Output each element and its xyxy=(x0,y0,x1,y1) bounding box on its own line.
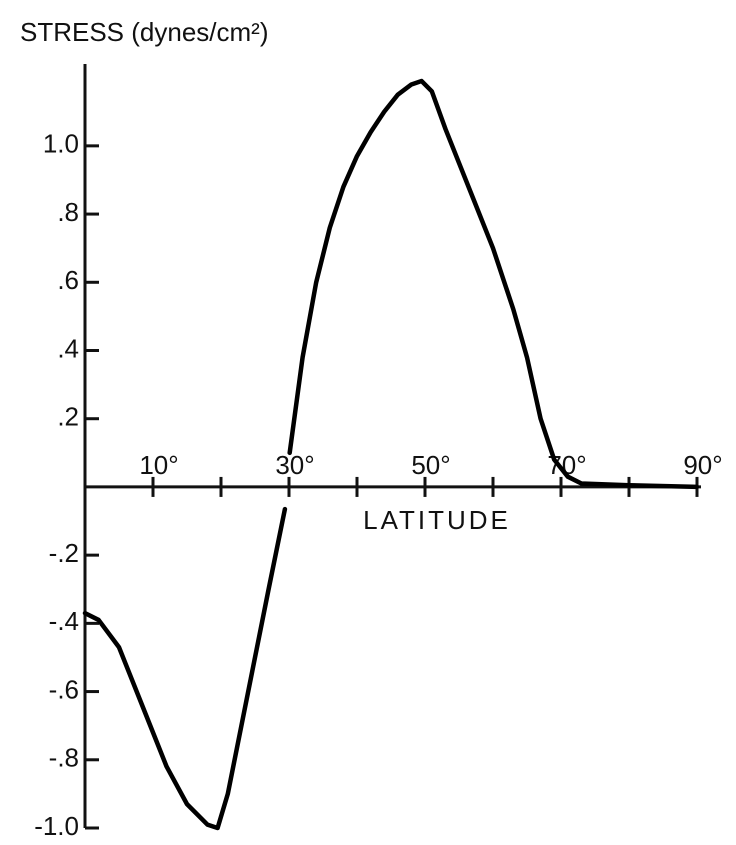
y-tick-label: -.4 xyxy=(49,606,79,636)
x-tick-label: 30° xyxy=(275,450,314,480)
y-tick-label: 1.0 xyxy=(43,129,79,159)
y-tick-label: -.2 xyxy=(49,538,79,568)
y-tick-label: .8 xyxy=(57,197,79,227)
y-tick-label: .2 xyxy=(57,402,79,432)
x-tick-label: 50° xyxy=(411,450,450,480)
x-tick-label: 90° xyxy=(683,450,722,480)
y-tick-label: .4 xyxy=(57,333,79,363)
y-tick-label: -.8 xyxy=(49,743,79,773)
y-tick-label: -.6 xyxy=(49,674,79,704)
x-tick-label: 10° xyxy=(139,450,178,480)
y-tick-label: .6 xyxy=(57,265,79,295)
x-axis-label: LATITUDE xyxy=(363,505,511,535)
chart-title: STRESS (dynes/cm²) xyxy=(20,17,269,47)
y-tick-label: -1.0 xyxy=(34,811,79,841)
data-line xyxy=(82,78,700,831)
